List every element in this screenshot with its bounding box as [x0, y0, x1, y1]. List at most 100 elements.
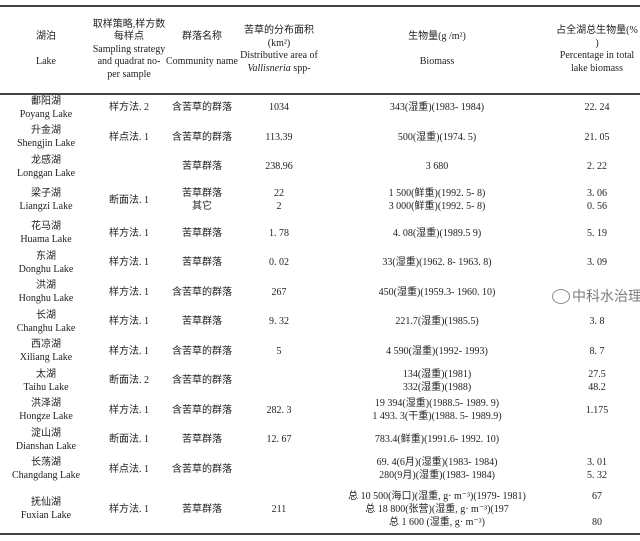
area-cell-line: 238.96: [265, 161, 293, 173]
strategy-cell: 断面法. 1: [109, 194, 149, 206]
community-cell: 含苦草的群落: [166, 455, 238, 485]
biomass-cell-line: 总 1 600 (湿重, g· m⁻³): [388, 516, 486, 528]
lake-cell: 抚仙湖 Fuxian Lake: [0, 484, 92, 534]
biomass-cell-line: 450(湿重)(1959.3- 1960. 10): [378, 286, 496, 298]
biomass-cell: 19 394(湿重)(1988.5- 1989. 9) 1 493. 3(干重)(…: [320, 396, 554, 426]
biomass-cell: 221.7(湿重)(1985.5): [320, 307, 554, 337]
lake-name-en: Poyang Lake: [19, 108, 73, 120]
header-community: 群落名称 Community name: [166, 31, 238, 68]
area-cell-line: [238, 374, 320, 387]
percent-cell-line: [554, 503, 640, 516]
community-cell-line: 含苦草的群落: [172, 375, 232, 387]
biomass-cell: 783.4(鲜重)(1991.6- 1992. 10): [320, 425, 554, 455]
lake-name-en: Fuxian Lake: [20, 510, 72, 521]
community-cell-line: 苦草群落: [182, 316, 222, 328]
percent-cell-line: 3. 8: [589, 316, 605, 328]
percent-cell: 3. 8: [554, 307, 640, 337]
community-cell-line: 含苦草的群落: [172, 345, 232, 357]
biomass-cell-line: 1 493. 3(干重)(1988. 5- 1989.9): [372, 411, 502, 423]
biomass-cell-line: 4 590(湿重)(1992- 1993): [386, 345, 488, 357]
lake-name-zh: 太湖: [36, 368, 56, 380]
lake-name-en: Donghu Lake: [18, 263, 74, 275]
area-cell: 282. 3: [238, 396, 320, 426]
biomass-cell-line: 总 18 800(张营)(湿重, g· m⁻³)(197: [365, 503, 509, 515]
lake-name-en: Taihu Lake: [23, 381, 69, 393]
biomass-cell-line: 134(湿重)(1981): [402, 368, 472, 380]
table-row: 西凉湖 Xiliang Lake 样方法. 1 含苦草的群落 5 4 590(湿重)(19…: [0, 337, 640, 367]
area-cell: 0. 02: [238, 248, 320, 278]
strategy-cell: 样方法. 1: [109, 404, 149, 416]
biomass-cell: 500(湿重)(1974. 5): [320, 123, 554, 153]
community-cell-line: 含苦草的群落: [172, 286, 232, 298]
biomass-cell-line: 332(湿重)(1988): [402, 381, 472, 393]
area-cell-line: 9. 32: [269, 316, 289, 328]
community-cell-line: 含苦草的群落: [172, 131, 232, 143]
area-cell: 1. 78: [238, 219, 320, 249]
strategy-cell: 断面法. 2: [109, 375, 149, 387]
table-row: 花马湖 Huama Lake 样方法. 1 苦草群落 1. 78 4. 08(湿重)(19…: [0, 219, 640, 249]
percent-cell: 1.175: [554, 396, 640, 426]
percent-cell-line: 1.175: [585, 404, 609, 416]
community-cell: 苦草群落: [166, 248, 238, 278]
area-cell: 9. 32: [238, 307, 320, 337]
area-cell: 211: [238, 484, 320, 534]
watermark-text: 中科水治理: [572, 289, 640, 305]
strategy-cell: 样方法. 1: [109, 286, 149, 298]
lake-cell: 鄱阳湖 Poyang Lake: [0, 93, 92, 123]
area-cell-line: [238, 463, 320, 476]
percent-cell-line: 5. 32: [587, 470, 607, 482]
community-cell: 含苦草的群落: [166, 396, 238, 426]
biomass-cell-line: 1 500(鲜重)(1992. 5- 8): [388, 188, 486, 199]
strategy-cell: 样方法. 2: [109, 102, 149, 114]
strategy-cell: 样方法. 1: [109, 345, 149, 357]
area-cell-line: 12. 67: [266, 434, 292, 446]
lake-name-en: Longgan Lake: [16, 167, 76, 179]
lake-name-zh: 洪泽湖: [31, 398, 61, 410]
table-row: 梁子湖 Liangzi Lake 断面法. 1 苦草群落 其它 22 2 1 500(鲜重)(…: [0, 182, 640, 219]
percent-cell-line: 48.2: [588, 381, 606, 393]
header-percent: 占全湖总生物量(% ) Percentage in total lake biom…: [556, 25, 638, 74]
lake-cell: 洪泽湖 Hongze Lake: [0, 396, 92, 426]
area-cell-line: 0. 02: [269, 257, 289, 269]
table-row: 洪泽湖 Hongze Lake 样方法. 1 含苦草的群落 282. 3 19 394(湿…: [0, 396, 640, 426]
lake-name-zh: 抚仙湖: [31, 497, 61, 508]
lake-name-zh: 长荡湖: [31, 457, 61, 469]
header-row: 湖泊 Lake 取样策略,样方数 每样点 Sampling strategy and…: [0, 7, 640, 93]
percent-cell: 27.5 48.2: [554, 366, 640, 396]
area-cell: 113.39: [238, 123, 320, 153]
table-row: 抚仙湖 Fuxian Lake 样方法. 1 苦草群落 211 总 10 500(海口)(…: [0, 484, 640, 534]
lake-cell: 梁子湖 Liangzi Lake: [0, 182, 92, 219]
lake-name-zh: 洪湖: [36, 280, 56, 292]
area-cell: 5: [238, 337, 320, 367]
lake-name-zh: 东湖: [36, 250, 56, 262]
community-cell: 苦草群落: [166, 307, 238, 337]
biomass-cell: 4 590(湿重)(1992- 1993): [320, 337, 554, 367]
strategy-cell: [92, 152, 166, 182]
percent-cell-line: 8. 7: [589, 345, 605, 357]
community-cell: 苦草群落: [166, 484, 238, 534]
area-cell: 1034: [238, 93, 320, 123]
community-cell: 苦草群落 其它: [166, 182, 238, 219]
lake-cell: 淀山湖 Dianshan Lake: [0, 425, 92, 455]
biomass-cell-line: 69. 4(6月)(湿重)(1983- 1984): [376, 457, 498, 469]
biomass-cell: 总 10 500(海口)(湿重, g· m⁻³)(1979- 1981) 总 18…: [320, 484, 554, 534]
lake-cell: 东湖 Donghu Lake: [0, 248, 92, 278]
lake-name-zh: 升金湖: [31, 125, 61, 137]
community-cell: 苦草群落: [166, 425, 238, 455]
community-cell: 苦草群落: [166, 152, 238, 182]
biomass-cell-line: 4. 08(湿重)(1989.5 9): [392, 227, 482, 239]
percent-cell-line: 67: [592, 490, 602, 502]
lake-name-zh: 梁子湖: [31, 188, 61, 199]
percent-cell: 3. 06 0. 56: [554, 182, 640, 219]
lake-name-en: Changhu Lake: [16, 322, 76, 334]
strategy-cell: 样点法. 1: [109, 463, 149, 475]
lake-name-en: Hongze Lake: [19, 411, 73, 423]
table-row: 龙感湖 Longgan Lake 苦草群落 238.96 3 680 2. 22: [0, 152, 640, 182]
lake-name-zh: 龙感湖: [31, 154, 61, 166]
lake-name-en: Huama Lake: [20, 234, 72, 246]
percent-cell: 8. 7: [554, 337, 640, 367]
table-row: 洪湖 Honghu Lake 样方法. 1 含苦草的群落 267 450(湿重)(1959…: [0, 278, 640, 308]
lake-cell: 长湖 Changhu Lake: [0, 307, 92, 337]
biomass-cell: 4. 08(湿重)(1989.5 9): [320, 219, 554, 249]
area-cell-line: 211: [271, 503, 287, 515]
